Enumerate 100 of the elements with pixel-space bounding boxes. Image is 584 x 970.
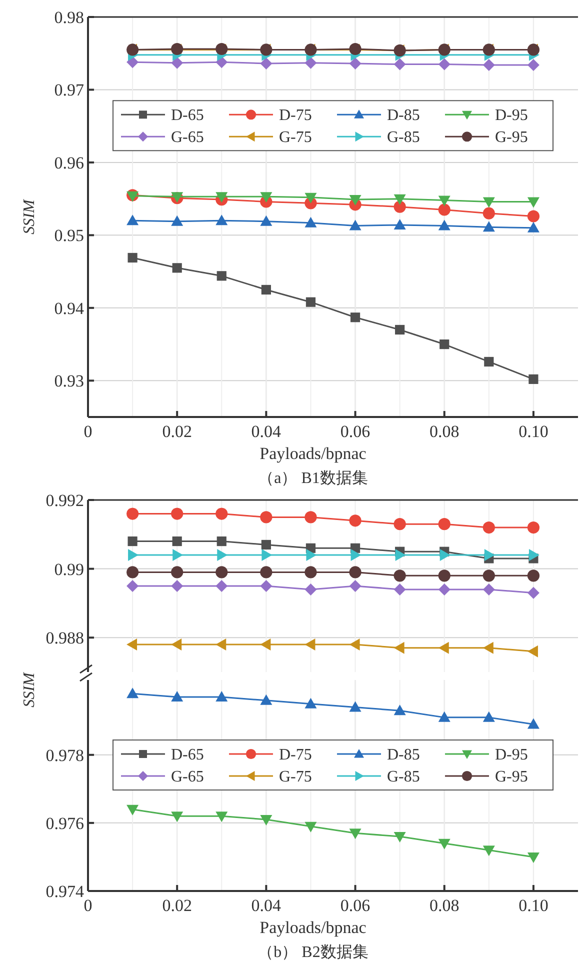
point: [349, 580, 362, 592]
point: [482, 197, 495, 208]
legend-label: G-95: [495, 129, 528, 146]
legend-label: G-85: [387, 768, 420, 786]
point: [394, 58, 406, 70]
point: [349, 58, 362, 70]
text: （b） B2数据集: [258, 944, 368, 961]
point: [349, 566, 362, 578]
point: [260, 638, 271, 650]
point: [171, 638, 182, 650]
point: [171, 215, 184, 226]
x-tick-label: 0.06: [340, 422, 370, 441]
point: [482, 846, 495, 856]
point: [216, 580, 228, 592]
point: [260, 511, 272, 524]
point: [482, 711, 495, 722]
legend-label: D-75: [279, 746, 312, 764]
point: [216, 508, 228, 520]
point: [304, 698, 317, 708]
x-tick-label: 0.08: [429, 896, 460, 915]
y-tick-label: 0.978: [46, 746, 84, 765]
point: [527, 645, 538, 658]
legend-label: D-65: [171, 746, 204, 764]
point: [527, 852, 540, 863]
point: [260, 566, 272, 578]
point: [394, 642, 404, 654]
point: [126, 638, 138, 650]
point: [304, 566, 317, 578]
point: [527, 210, 540, 222]
point: [262, 549, 272, 562]
point: [394, 518, 406, 530]
point: [172, 549, 184, 562]
y-tick-label: 0.99: [54, 560, 84, 579]
point: [216, 271, 226, 281]
point: [527, 521, 540, 534]
point: [438, 518, 450, 530]
point: [349, 638, 360, 650]
point: [260, 215, 272, 226]
x-tick-label: 0.10: [518, 422, 548, 441]
point: [438, 711, 450, 722]
y-tick-label: 0.992: [46, 490, 84, 510]
legend-label: G-65: [171, 129, 204, 146]
point: [260, 58, 272, 70]
point: [482, 207, 495, 220]
point: [349, 195, 362, 206]
point: [171, 56, 184, 69]
point: [527, 718, 540, 729]
point: [482, 221, 495, 232]
point: [126, 688, 139, 698]
point: [172, 263, 182, 273]
point: [216, 192, 228, 203]
y-axis-title: SSIM: [21, 671, 38, 708]
point: [128, 252, 138, 263]
point: [304, 583, 317, 596]
point: [527, 59, 540, 71]
point: [349, 701, 362, 712]
point: [527, 586, 540, 599]
point: [171, 812, 184, 822]
point: [349, 220, 362, 230]
point: [528, 374, 538, 384]
text: （a） B1数据集: [258, 470, 368, 487]
point: [260, 815, 272, 826]
point: [438, 583, 450, 596]
point: [128, 549, 139, 562]
point: [440, 339, 450, 350]
point: [304, 822, 317, 832]
point: [126, 214, 139, 226]
point: [482, 521, 495, 534]
y-tick-label: 0.976: [46, 814, 84, 833]
point: [438, 642, 449, 654]
point: [482, 59, 495, 71]
y-tick-label: 0.97: [54, 80, 84, 100]
legend-label: D-75: [279, 107, 312, 124]
point: [350, 549, 362, 562]
point: [438, 220, 450, 230]
point: [394, 583, 406, 596]
x-axis-title: Payloads/bpnac: [260, 444, 367, 463]
x-tick-label: 0: [84, 422, 92, 441]
x-tick-label: 0.04: [251, 422, 282, 441]
x-tick-label: 0: [84, 896, 92, 915]
point: [126, 580, 139, 592]
point: [304, 638, 316, 650]
point: [304, 56, 317, 69]
legend-label: D-95: [495, 107, 528, 124]
point: [216, 566, 228, 578]
point: [261, 540, 271, 550]
point: [395, 549, 406, 562]
point: [527, 197, 540, 208]
y-axis-title: SSIM: [21, 198, 38, 234]
y-tick-label: 0.93: [54, 372, 84, 391]
legend-label: D-65: [171, 107, 204, 124]
legend-label: D-85: [387, 746, 420, 764]
point: [216, 214, 228, 226]
point: [482, 570, 495, 582]
point: [528, 549, 540, 562]
point: [438, 570, 450, 582]
point: [260, 580, 272, 592]
point: [260, 694, 272, 705]
point: [349, 514, 362, 527]
point: [172, 536, 182, 546]
